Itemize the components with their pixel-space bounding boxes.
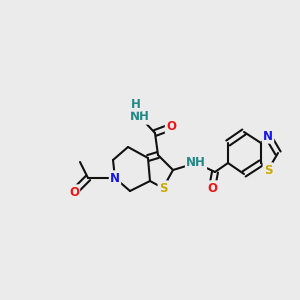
Text: O: O [69, 185, 79, 199]
Text: S: S [159, 182, 167, 194]
Text: NH: NH [130, 110, 150, 124]
Text: S: S [264, 164, 272, 176]
Text: N: N [110, 172, 120, 184]
Text: O: O [207, 182, 217, 194]
Text: O: O [166, 121, 176, 134]
Text: N: N [263, 130, 273, 142]
Text: NH: NH [186, 157, 206, 169]
Text: H: H [131, 98, 141, 110]
